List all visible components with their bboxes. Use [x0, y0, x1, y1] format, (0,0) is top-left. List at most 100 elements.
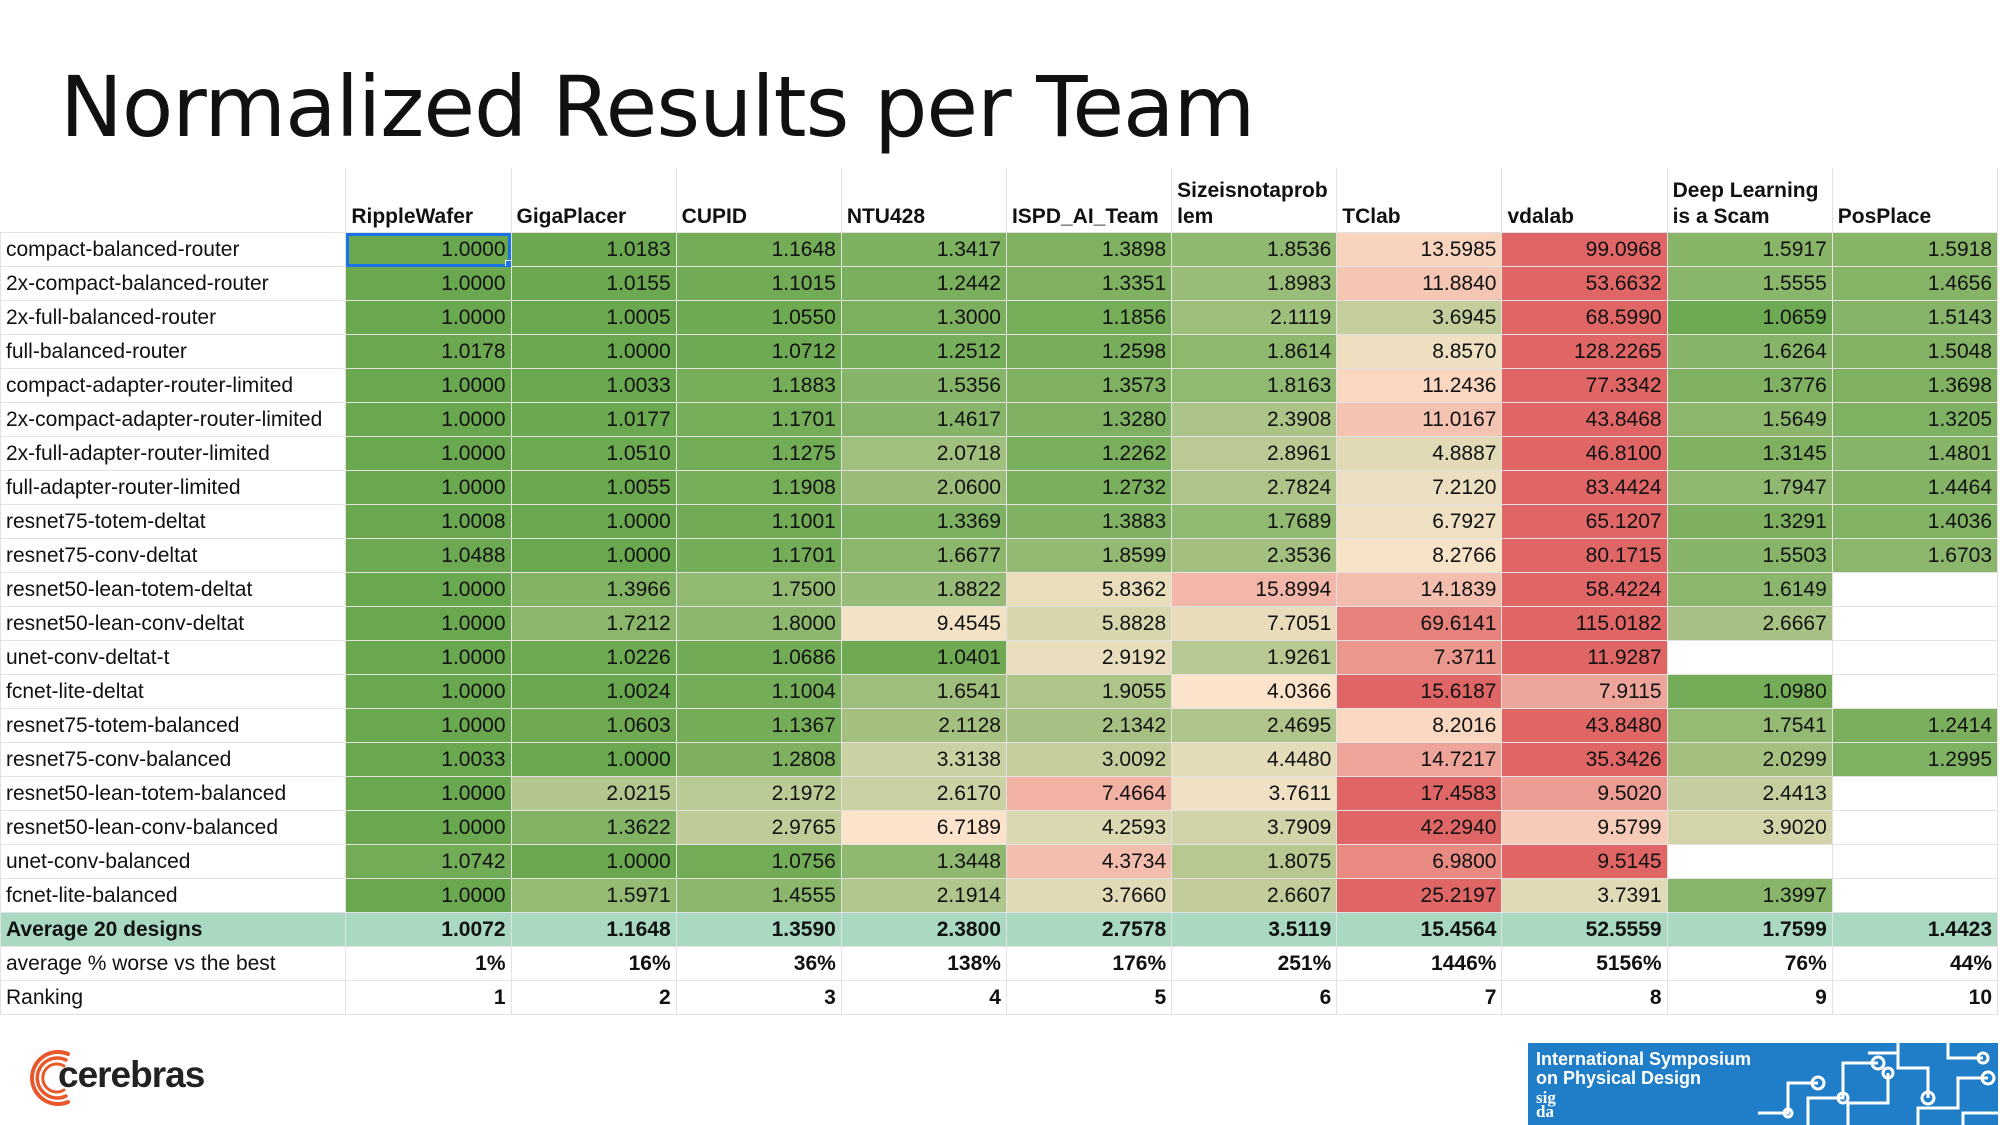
design-name-cell[interactable]: resnet75-totem-deltat [0, 504, 347, 539]
value-cell-deep-learning-is-a-scam[interactable] [1666, 844, 1833, 879]
value-cell-gigaplacer[interactable]: 1.3966 [510, 572, 677, 607]
value-cell-tclab[interactable]: 14.1839 [1336, 572, 1503, 607]
value-cell-posplace[interactable]: 1.3698 [1831, 368, 1999, 403]
value-cell-deep-learning-is-a-scam[interactable]: 1.6149 [1666, 572, 1833, 607]
value-cell-posplace[interactable]: 1.4036 [1831, 504, 1999, 539]
value-cell-deep-learning-is-a-scam[interactable]: 1.3145 [1666, 436, 1833, 471]
value-cell-ispd-ai-team[interactable]: 3.7660 [1005, 878, 1173, 913]
value-cell-vdalab[interactable]: 65.1207 [1501, 504, 1668, 539]
ranking-row-value-ripplewafer[interactable]: 1 [345, 980, 512, 1015]
design-name-cell[interactable]: resnet50-lean-conv-balanced [0, 810, 347, 845]
value-cell-posplace[interactable] [1831, 878, 1999, 913]
value-cell-gigaplacer[interactable]: 1.5971 [510, 878, 677, 913]
value-cell-sizeisnotaprob-lem[interactable]: 3.7909 [1171, 810, 1338, 845]
value-cell-sizeisnotaprob-lem[interactable]: 1.8536 [1171, 232, 1338, 267]
value-cell-vdalab[interactable]: 35.3426 [1501, 742, 1668, 777]
value-cell-posplace[interactable]: 1.6703 [1831, 538, 1999, 573]
design-name-cell[interactable]: resnet50-lean-totem-balanced [0, 776, 347, 811]
value-cell-gigaplacer[interactable]: 1.0183 [510, 232, 677, 267]
value-cell-deep-learning-is-a-scam[interactable]: 2.0299 [1666, 742, 1833, 777]
value-cell-posplace[interactable] [1831, 640, 1999, 675]
design-name-cell[interactable]: 2x-compact-balanced-router [0, 266, 347, 301]
value-cell-cupid[interactable]: 1.1015 [675, 266, 842, 301]
value-cell-ispd-ai-team[interactable]: 1.2262 [1005, 436, 1173, 471]
percent-worse-row-value-gigaplacer[interactable]: 16% [510, 946, 677, 981]
value-cell-cupid[interactable]: 1.1275 [675, 436, 842, 471]
value-cell-cupid[interactable]: 1.1004 [675, 674, 842, 709]
value-cell-deep-learning-is-a-scam[interactable]: 2.4413 [1666, 776, 1833, 811]
value-cell-ripplewafer[interactable]: 1.0000 [345, 878, 512, 913]
value-cell-cupid[interactable]: 1.1001 [675, 504, 842, 539]
value-cell-deep-learning-is-a-scam[interactable]: 1.7947 [1666, 470, 1833, 505]
value-cell-vdalab[interactable]: 46.8100 [1501, 436, 1668, 471]
value-cell-sizeisnotaprob-lem[interactable]: 2.1119 [1171, 300, 1338, 335]
value-cell-sizeisnotaprob-lem[interactable]: 2.3908 [1171, 402, 1338, 437]
value-cell-ntu428[interactable]: 2.0718 [840, 436, 1007, 471]
value-cell-ispd-ai-team[interactable]: 1.2732 [1005, 470, 1173, 505]
value-cell-vdalab[interactable]: 115.0182 [1501, 606, 1668, 641]
percent-worse-row-value-ripplewafer[interactable]: 1% [345, 946, 512, 981]
value-cell-ispd-ai-team[interactable]: 1.3573 [1005, 368, 1173, 403]
value-cell-vdalab[interactable]: 58.4224 [1501, 572, 1668, 607]
value-cell-cupid[interactable]: 1.0756 [675, 844, 842, 879]
team-header-gigaplacer[interactable]: GigaPlacer [510, 168, 677, 233]
value-cell-vdalab[interactable]: 3.7391 [1501, 878, 1668, 913]
value-cell-tclab[interactable]: 69.6141 [1336, 606, 1503, 641]
value-cell-posplace[interactable] [1831, 776, 1999, 811]
value-cell-ispd-ai-team[interactable]: 1.3883 [1005, 504, 1173, 539]
value-cell-ntu428[interactable]: 1.3000 [840, 300, 1007, 335]
value-cell-vdalab[interactable]: 7.9115 [1501, 674, 1668, 709]
value-cell-ntu428[interactable]: 2.0600 [840, 470, 1007, 505]
average-row-value-vdalab[interactable]: 52.5559 [1501, 912, 1668, 947]
value-cell-deep-learning-is-a-scam[interactable] [1666, 640, 1833, 675]
value-cell-sizeisnotaprob-lem[interactable]: 4.4480 [1171, 742, 1338, 777]
value-cell-vdalab[interactable]: 83.4424 [1501, 470, 1668, 505]
ranking-row-value-posplace[interactable]: 10 [1831, 980, 1999, 1015]
value-cell-sizeisnotaprob-lem[interactable]: 1.8614 [1171, 334, 1338, 369]
value-cell-tclab[interactable]: 7.2120 [1336, 470, 1503, 505]
value-cell-deep-learning-is-a-scam[interactable]: 1.6264 [1666, 334, 1833, 369]
value-cell-ripplewafer[interactable]: 1.0000 [345, 776, 512, 811]
average-row-value-ispd-ai-team[interactable]: 2.7578 [1005, 912, 1173, 947]
ranking-row-value-gigaplacer[interactable]: 2 [510, 980, 677, 1015]
value-cell-sizeisnotaprob-lem[interactable]: 2.8961 [1171, 436, 1338, 471]
value-cell-cupid[interactable]: 1.0550 [675, 300, 842, 335]
percent-worse-row-value-ntu428[interactable]: 138% [840, 946, 1007, 981]
design-name-cell[interactable]: compact-balanced-router [0, 232, 347, 267]
value-cell-ispd-ai-team[interactable]: 1.3351 [1005, 266, 1173, 301]
value-cell-ispd-ai-team[interactable]: 2.9192 [1005, 640, 1173, 675]
design-name-cell[interactable]: unet-conv-balanced [0, 844, 347, 879]
value-cell-sizeisnotaprob-lem[interactable]: 1.8163 [1171, 368, 1338, 403]
value-cell-sizeisnotaprob-lem[interactable]: 2.6607 [1171, 878, 1338, 913]
value-cell-sizeisnotaprob-lem[interactable]: 1.8075 [1171, 844, 1338, 879]
value-cell-cupid[interactable]: 1.1701 [675, 402, 842, 437]
value-cell-sizeisnotaprob-lem[interactable]: 7.7051 [1171, 606, 1338, 641]
value-cell-tclab[interactable]: 11.2436 [1336, 368, 1503, 403]
value-cell-cupid[interactable]: 2.1972 [675, 776, 842, 811]
value-cell-gigaplacer[interactable]: 1.0005 [510, 300, 677, 335]
value-cell-posplace[interactable]: 1.2995 [1831, 742, 1999, 777]
value-cell-deep-learning-is-a-scam[interactable]: 1.5555 [1666, 266, 1833, 301]
value-cell-ispd-ai-team[interactable]: 1.8599 [1005, 538, 1173, 573]
value-cell-ispd-ai-team[interactable]: 1.9055 [1005, 674, 1173, 709]
average-row-value-cupid[interactable]: 1.3590 [675, 912, 842, 947]
value-cell-tclab[interactable]: 7.3711 [1336, 640, 1503, 675]
value-cell-ispd-ai-team[interactable]: 1.3280 [1005, 402, 1173, 437]
value-cell-ntu428[interactable]: 2.1128 [840, 708, 1007, 743]
value-cell-ispd-ai-team[interactable]: 3.0092 [1005, 742, 1173, 777]
value-cell-ntu428[interactable]: 1.3369 [840, 504, 1007, 539]
value-cell-sizeisnotaprob-lem[interactable]: 2.3536 [1171, 538, 1338, 573]
value-cell-cupid[interactable]: 2.9765 [675, 810, 842, 845]
value-cell-ispd-ai-team[interactable]: 2.1342 [1005, 708, 1173, 743]
value-cell-ntu428[interactable]: 1.2512 [840, 334, 1007, 369]
value-cell-tclab[interactable]: 4.8887 [1336, 436, 1503, 471]
value-cell-vdalab[interactable]: 68.5990 [1501, 300, 1668, 335]
value-cell-vdalab[interactable]: 80.1715 [1501, 538, 1668, 573]
value-cell-ripplewafer[interactable]: 1.0178 [345, 334, 512, 369]
value-cell-ripplewafer[interactable]: 1.0000 [345, 708, 512, 743]
value-cell-ntu428[interactable]: 1.4617 [840, 402, 1007, 437]
value-cell-ntu428[interactable]: 2.1914 [840, 878, 1007, 913]
value-cell-deep-learning-is-a-scam[interactable]: 1.5917 [1666, 232, 1833, 267]
ranking-row-value-ntu428[interactable]: 4 [840, 980, 1007, 1015]
team-header-vdalab[interactable]: vdalab [1501, 168, 1668, 233]
